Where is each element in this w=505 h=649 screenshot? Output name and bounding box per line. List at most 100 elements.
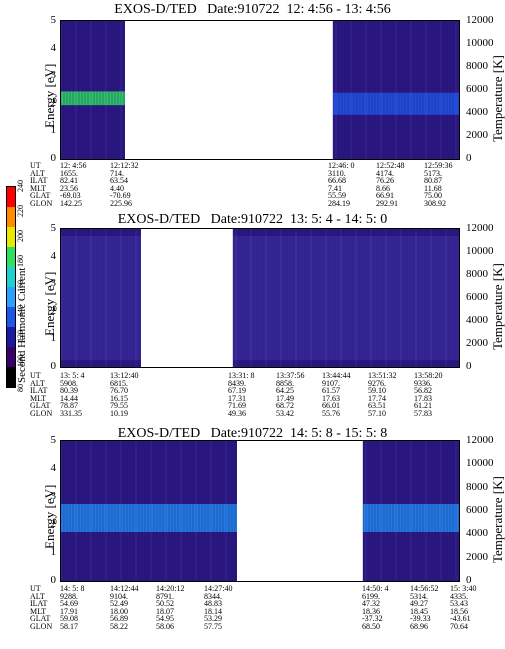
orbit-table-cell: 13:31: 8: [228, 371, 255, 380]
energy-band: [61, 91, 125, 106]
orbit-row-label: UT: [30, 371, 41, 380]
orbit-row-label: MLT: [30, 183, 47, 193]
orbit-table-cell: 9107.: [322, 378, 340, 388]
orbit-table-cell: 11.68: [424, 183, 442, 193]
spectrogram-plot: [60, 440, 460, 582]
orbit-table-cell: 68.50: [362, 622, 380, 631]
orbit-table-cell: 49.27: [410, 599, 428, 609]
orbit-table-cell: -70.69: [110, 191, 131, 201]
orbit-table-cell: 4335.: [450, 591, 468, 601]
orbit-table-cell: 4174.: [376, 168, 394, 178]
y-right-tick: 10000: [466, 245, 494, 257]
orbit-row-label: GLAT: [30, 191, 51, 201]
y-left-tick: 5: [50, 14, 57, 26]
y-right-tick: 4000: [466, 106, 488, 118]
y-right-tick: 2000: [466, 550, 488, 563]
y-right-tick: 12000: [466, 434, 494, 446]
panel-title: EXOS-D/TED Date:910722 12: 4:56 - 13: 4:…: [114, 2, 391, 17]
y-axis-label-right: Temperature [K]: [490, 55, 505, 142]
orbit-table-cell: 53.42: [276, 409, 294, 418]
orbit-table-cell: 78.87: [60, 401, 78, 411]
orbit-table-cell: 59.08: [60, 614, 78, 624]
orbit-table-cell: 1655.: [60, 168, 78, 178]
orbit-table-cell: 17.74: [368, 393, 386, 403]
y-left-tick: 4: [50, 249, 57, 262]
y-axis-label: Energy [eV]: [42, 271, 57, 336]
orbit-table-cell: 50.52: [156, 599, 174, 609]
orbit-table-cell: 12:46: 0: [328, 161, 355, 170]
orbit-table-cell: 23.56: [60, 183, 78, 193]
colorbar-tick: 160: [16, 280, 25, 292]
y-left-tick: 0: [50, 360, 57, 372]
orbit-table-cell: 142.25: [60, 199, 82, 208]
orbit-table-cell: 6199.: [362, 591, 380, 601]
data-segment-background: [61, 21, 125, 159]
y-left-tick: 1: [50, 546, 57, 558]
orbit-table-cell: 9288.: [60, 591, 78, 601]
orbit-table-cell: 13:37:56: [276, 371, 305, 380]
panel-title: EXOS-D/TED Date:910722 14: 5: 8 - 15: 5:…: [117, 426, 388, 441]
orbit-table-cell: 14:50: 4: [362, 584, 389, 593]
orbit-table-cell: 80.87: [424, 176, 442, 186]
orbit-table-cell: 79.55: [110, 401, 128, 411]
orbit-table-cell: 225.96: [110, 199, 132, 208]
orbit-table-cell: 58.17: [60, 622, 78, 631]
orbit-table-cell: 13:51:32: [368, 371, 397, 380]
orbit-table-cell: 714.: [110, 168, 124, 178]
orbit-table-cell: 14:20:12: [156, 584, 185, 593]
colorbar-step: [7, 247, 15, 267]
orbit-table-cell: 18.07: [156, 606, 174, 616]
spectrogram-plot: [60, 20, 460, 160]
orbit-table-cell: 9104.: [110, 591, 128, 601]
spectrogram-svg: [61, 441, 459, 581]
orbit-table-cell: 56.89: [110, 614, 128, 624]
colorbar-step: [7, 347, 15, 367]
orbit-table-cell: 3110.: [328, 168, 346, 178]
orbit-row-label: UT: [30, 584, 41, 593]
orbit-row-label: GLON: [30, 622, 53, 631]
orbit-row-label: ILAT: [30, 599, 48, 609]
orbit-table-cell: 8439.: [228, 378, 246, 388]
orbit-table-cell: 12:12:32: [110, 161, 139, 170]
orbit-table-cell: 14:56:52: [410, 584, 439, 593]
orbit-table-cell: 53.43: [450, 599, 468, 609]
orbit-row-label: GLON: [30, 409, 53, 418]
orbit-row-label: GLAT: [30, 614, 51, 624]
orbit-table-cell: 13: 5: 4: [60, 371, 85, 380]
orbit-row-label: ALT: [30, 378, 45, 388]
orbit-table-cell: 64.25: [276, 386, 294, 396]
orbit-table-cell: 59.10: [368, 386, 386, 396]
y-left-tick: 3: [50, 277, 57, 290]
orbit-table-cell: 70.64: [450, 622, 468, 631]
orbit-table-cell: 8791.: [156, 591, 174, 601]
orbit-table-cell: 4.40: [110, 183, 124, 193]
y-right-tick: 0: [466, 574, 472, 586]
y-right-tick: 8000: [466, 268, 488, 280]
colorbar-step: [7, 187, 15, 207]
orbit-table-cell: 68.72: [276, 401, 294, 411]
y-left-tick: 1: [50, 332, 57, 345]
orbit-table-cell: -43.61: [450, 614, 471, 624]
orbit-table-cell: -69.03: [60, 191, 81, 201]
y-right-tick: 12000: [466, 14, 494, 26]
orbit-table-cell: 5908.: [60, 378, 78, 388]
orbit-table-cell: 18.36: [362, 606, 380, 616]
orbit-table-cell: 17.91: [60, 606, 78, 616]
orbit-table-cell: 12: 4:56: [60, 161, 87, 170]
y-left-tick: 5: [50, 434, 57, 446]
y-axis-label-right: Temperature [K]: [490, 476, 505, 563]
orbit-table-cell: 16.15: [110, 393, 128, 403]
orbit-table-cell: 56.82: [414, 386, 432, 396]
orbit-table-cell: 5314.: [410, 591, 428, 601]
panel-title: EXOS-D/TED Date:910722 13: 5: 4 - 14: 5:…: [117, 212, 388, 227]
orbit-row-label: MLT: [30, 393, 47, 403]
orbit-table-cell: 76.26: [376, 176, 394, 186]
colorbar-step: [7, 287, 15, 307]
orbit-table-cell: 9336.: [414, 378, 432, 388]
orbit-row-label: ALT: [30, 591, 45, 601]
orbit-table-cell: 6815.: [110, 378, 128, 388]
orbit-table-cell: 53.29: [204, 614, 222, 624]
orbit-table-cell: 57.10: [368, 409, 386, 418]
orbit-table-cell: 66.68: [328, 176, 346, 186]
orbit-table-cell: 52.49: [110, 599, 128, 609]
